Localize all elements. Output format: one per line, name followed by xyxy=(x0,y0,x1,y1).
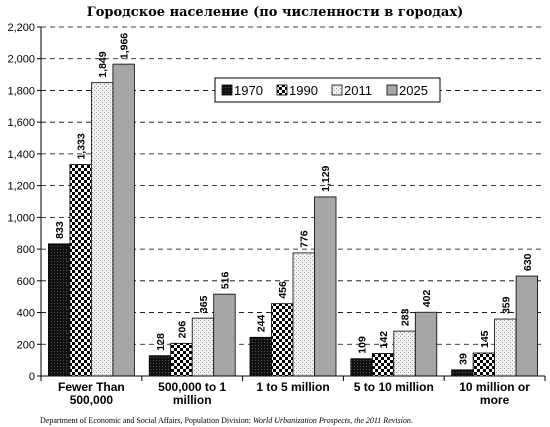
bar-1970-3 xyxy=(350,358,373,377)
y-tick-label: 1,800 xyxy=(7,85,35,97)
x-category-label: 500,000 xyxy=(70,393,114,407)
y-axis: 0 200 400 600 800 1,000 1,200 1,400 1,600 1,800 2,… xyxy=(7,22,42,383)
legend-swatch-2011 xyxy=(331,84,343,96)
bar-1990-3 xyxy=(371,353,395,377)
legend-label: 1970 xyxy=(234,83,263,98)
data-label: 1,966 xyxy=(119,33,131,59)
bar-2025-4 xyxy=(515,275,538,377)
bar-2011-0 xyxy=(91,82,114,377)
legend-swatch-1990 xyxy=(276,84,288,96)
y-tick-label: 1,200 xyxy=(7,181,35,193)
x-category-label: more xyxy=(480,393,510,407)
data-label: 359 xyxy=(500,296,512,314)
y-tick-label: 600 xyxy=(17,276,35,288)
legend-swatch-1970 xyxy=(221,84,233,96)
y-tick-label: 200 xyxy=(17,339,35,351)
x-category-label: 10 million or xyxy=(459,380,530,394)
data-label: 109 xyxy=(357,336,369,354)
x-category-label: 5 to 10 million xyxy=(354,380,434,394)
data-label: 1,333 xyxy=(76,133,88,159)
bar-2025-3 xyxy=(414,311,438,377)
bar-1990-2 xyxy=(271,303,294,377)
legend-box xyxy=(214,77,441,103)
legend-swatch-2025 xyxy=(386,84,398,96)
data-label: 1,129 xyxy=(320,165,332,191)
bar-1970-1 xyxy=(148,355,172,377)
source-prefix: Department of Economic and Social Affair… xyxy=(40,416,253,425)
legend-label: 2011 xyxy=(344,83,372,98)
data-label: 283 xyxy=(400,308,412,326)
x-category-label: 500,000 to 1 xyxy=(158,380,226,394)
data-label: 206 xyxy=(176,321,188,339)
data-labels: 833 1,333 1,849 1,966 128 206 365 516 244 456 776 1… xyxy=(54,33,534,365)
data-label: 128 xyxy=(155,333,167,351)
source-footnote: Department of Economic and Social Affair… xyxy=(40,416,413,425)
bar-2025-0 xyxy=(112,63,135,377)
bar-1990-0 xyxy=(69,164,92,377)
data-label: 365 xyxy=(198,295,210,313)
y-tick-label: 1,600 xyxy=(7,117,35,129)
bar-1970-4 xyxy=(451,369,474,377)
data-label: 402 xyxy=(421,290,433,308)
x-category-label: 1 to 5 million xyxy=(256,380,329,394)
source-suffix: . xyxy=(411,416,413,425)
y-tick-label: 800 xyxy=(17,244,35,256)
data-label: 776 xyxy=(299,230,311,248)
bar-2011-1 xyxy=(191,317,215,377)
legend-label: 2025 xyxy=(399,83,428,98)
y-tick-label: 1,400 xyxy=(7,149,35,161)
source-title: World Urbanization Prospects, the 2011 R… xyxy=(253,416,411,425)
bar-1990-4 xyxy=(472,352,496,377)
x-category-label: million xyxy=(173,393,212,407)
data-label: 145 xyxy=(479,330,491,348)
bars xyxy=(48,63,538,377)
bar-1970-2 xyxy=(249,336,272,377)
data-label: 142 xyxy=(378,331,390,349)
y-tick-label: 2,000 xyxy=(7,54,35,66)
data-label: 39 xyxy=(457,353,469,365)
bar-2011-4 xyxy=(494,318,517,377)
y-tick-label: 1,000 xyxy=(7,212,35,224)
bar-2011-2 xyxy=(292,252,315,377)
data-label: 244 xyxy=(256,315,268,333)
data-label: 833 xyxy=(54,221,66,239)
y-tick-label: 0 xyxy=(29,371,35,383)
bar-2025-2 xyxy=(314,196,337,377)
y-tick-label: 400 xyxy=(17,308,35,320)
data-label: 456 xyxy=(277,281,289,299)
bar-2011-3 xyxy=(393,330,416,377)
chart-title: Городское население (по численности в го… xyxy=(87,5,464,20)
y-tick-label: 2,200 xyxy=(7,22,35,34)
bar-1970-0 xyxy=(48,243,71,377)
bar-1990-1 xyxy=(170,342,193,377)
legend: 1970 1990 2011 2025 xyxy=(214,77,441,103)
data-label: 1,849 xyxy=(97,51,109,77)
data-label: 630 xyxy=(522,253,534,271)
legend-label: 1990 xyxy=(289,83,318,98)
data-label: 516 xyxy=(219,271,231,289)
x-category-label: Fewer Than xyxy=(58,380,125,394)
bar-2025-1 xyxy=(213,293,236,377)
